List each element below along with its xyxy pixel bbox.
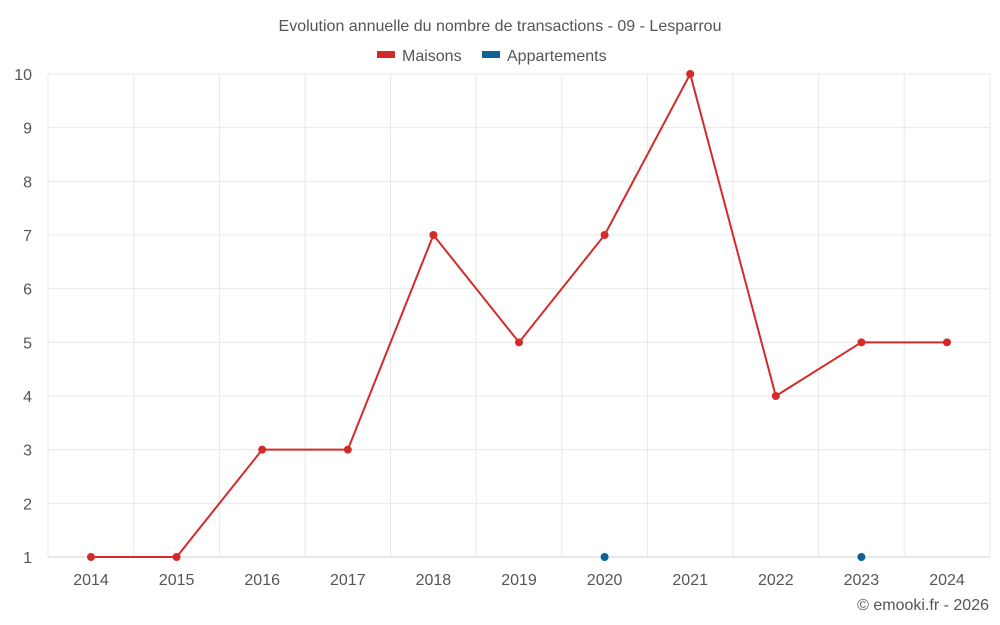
legend-label: Appartements — [507, 48, 607, 65]
data-point — [600, 231, 609, 239]
y-tick-label: 7 — [23, 228, 32, 245]
y-tick-label: 4 — [23, 389, 32, 406]
y-tick-label: 10 — [14, 67, 32, 84]
data-point — [686, 70, 695, 78]
x-tick-label: 2019 — [501, 572, 537, 589]
legend-swatch — [482, 51, 500, 58]
x-tick-label: 2021 — [672, 572, 708, 589]
y-tick-label: 1 — [23, 550, 32, 567]
x-tick-label: 2018 — [416, 572, 452, 589]
x-tick-label: 2016 — [244, 572, 280, 589]
legend-item-appartements: Appartements — [482, 48, 607, 65]
y-axis: 1 2 3 4 5 6 7 8 9 10 — [14, 67, 32, 567]
data-point — [515, 338, 523, 347]
x-tick-label: 2017 — [330, 572, 366, 589]
data-point — [172, 553, 181, 561]
series-appartements — [600, 553, 866, 561]
y-tick-label: 5 — [23, 335, 32, 352]
data-point — [343, 445, 352, 454]
data-point — [771, 392, 780, 400]
credit-text: © emooki.fr - 2026 — [857, 597, 989, 614]
y-tick-label: 9 — [23, 121, 32, 138]
data-point — [429, 231, 438, 239]
x-tick-label: 2020 — [587, 572, 623, 589]
data-point — [258, 445, 267, 454]
chart-title: Evolution annuelle du nombre de transact… — [279, 18, 722, 35]
x-tick-label: 2015 — [159, 572, 195, 589]
legend-item-maisons: Maisons — [377, 48, 462, 65]
x-tick-label: 2024 — [929, 572, 965, 589]
y-tick-label: 3 — [23, 443, 32, 460]
data-point — [943, 338, 951, 347]
y-tick-label: 6 — [23, 282, 32, 299]
y-tick-label: 2 — [23, 496, 32, 513]
y-tick-label: 8 — [23, 174, 32, 191]
legend-swatch — [377, 51, 395, 58]
series-maisons — [87, 70, 951, 561]
legend: Maisons Appartements — [377, 48, 607, 65]
data-point — [87, 553, 95, 561]
x-tick-label: 2023 — [844, 572, 880, 589]
x-axis: 2014 2015 2016 2017 2018 2019 2020 2021 2022 2023… — [73, 572, 965, 589]
data-point — [857, 338, 866, 347]
x-tick-label: 2022 — [758, 572, 794, 589]
legend-label: Maisons — [402, 48, 462, 65]
x-tick-label: 2014 — [73, 572, 109, 589]
data-point — [857, 553, 866, 561]
series-group — [87, 70, 951, 561]
data-point — [600, 553, 609, 561]
grid — [47, 73, 991, 558]
